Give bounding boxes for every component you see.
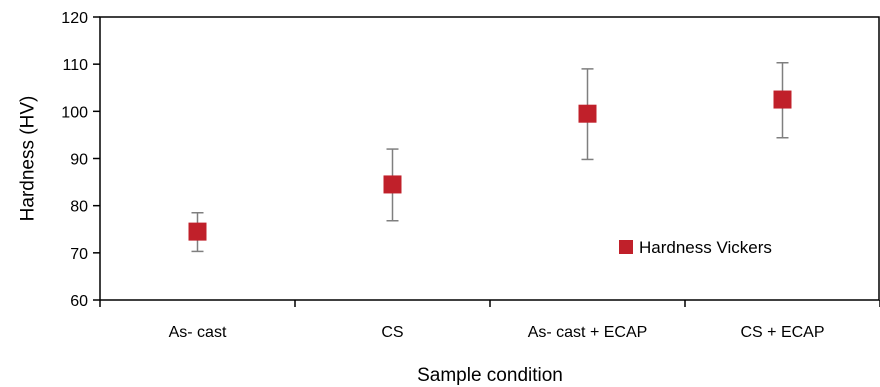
x-tick-label: CS — [381, 324, 403, 341]
y-tick-label: 60 — [70, 293, 88, 310]
legend: Hardness Vickers — [619, 238, 772, 257]
x-tick-label: CS + ECAP — [740, 324, 824, 341]
y-tick-label: 80 — [70, 199, 88, 216]
y-tick-label: 100 — [61, 104, 88, 121]
legend-swatch — [619, 240, 633, 254]
series-layer — [188, 62, 792, 253]
plot-frame — [99, 16, 880, 301]
x-axis-title: Sample condition — [417, 365, 563, 386]
data-point — [578, 104, 597, 123]
plot-area — [99, 16, 880, 301]
y-axis: 60 70 80 90 100 110 120 — [61, 10, 100, 310]
data-point — [188, 222, 207, 241]
data-point — [773, 90, 792, 109]
y-tick-label: 110 — [62, 57, 88, 74]
x-axis: As- cast CS As- cast + ECAP CS + ECAP — [99, 300, 880, 341]
x-tick-label: As- cast — [169, 324, 227, 341]
y-tick-label: 90 — [70, 152, 88, 169]
legend-label: Hardness Vickers — [639, 238, 772, 257]
y-tick-label: 120 — [61, 10, 88, 27]
y-axis-title: Hardness (HV) — [18, 96, 39, 222]
data-point — [383, 175, 402, 194]
y-tick-label: 70 — [70, 246, 88, 263]
x-tick-label: As- cast + ECAP — [528, 324, 648, 341]
